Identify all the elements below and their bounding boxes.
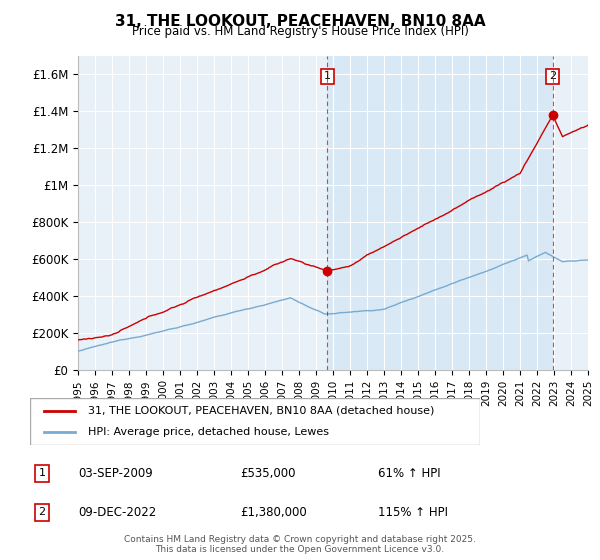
Text: Contains HM Land Registry data © Crown copyright and database right 2025.
This d: Contains HM Land Registry data © Crown c… bbox=[124, 535, 476, 554]
Text: 2: 2 bbox=[38, 507, 46, 517]
FancyBboxPatch shape bbox=[30, 398, 480, 445]
Text: £535,000: £535,000 bbox=[240, 466, 296, 480]
Text: 09-DEC-2022: 09-DEC-2022 bbox=[78, 506, 156, 519]
Text: 2: 2 bbox=[549, 71, 556, 81]
Text: £1,380,000: £1,380,000 bbox=[240, 506, 307, 519]
Text: HPI: Average price, detached house, Lewes: HPI: Average price, detached house, Lewe… bbox=[89, 427, 329, 437]
Bar bbox=[328, 56, 553, 370]
Text: 61% ↑ HPI: 61% ↑ HPI bbox=[378, 466, 440, 480]
Text: 03-SEP-2009: 03-SEP-2009 bbox=[78, 466, 153, 480]
Text: Price paid vs. HM Land Registry's House Price Index (HPI): Price paid vs. HM Land Registry's House … bbox=[131, 25, 469, 38]
Text: 31, THE LOOKOUT, PEACEHAVEN, BN10 8AA (detached house): 31, THE LOOKOUT, PEACEHAVEN, BN10 8AA (d… bbox=[89, 406, 435, 416]
Text: 115% ↑ HPI: 115% ↑ HPI bbox=[378, 506, 448, 519]
Text: 31, THE LOOKOUT, PEACEHAVEN, BN10 8AA: 31, THE LOOKOUT, PEACEHAVEN, BN10 8AA bbox=[115, 14, 485, 29]
Text: 1: 1 bbox=[324, 71, 331, 81]
Text: 1: 1 bbox=[38, 468, 46, 478]
